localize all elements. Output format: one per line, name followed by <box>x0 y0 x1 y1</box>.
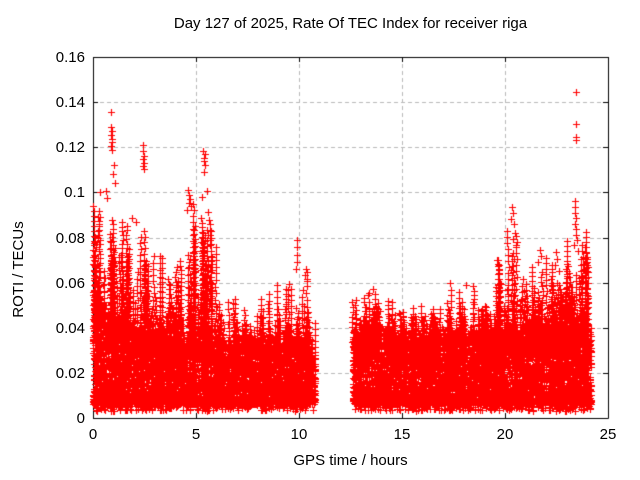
y-tick-label-0.12: 0.12 <box>55 139 85 157</box>
y-tick-label-0.02: 0.02 <box>55 364 85 382</box>
y-tick-label-0: 0 <box>76 410 85 427</box>
y-tick-label-0.16: 0.16 <box>55 49 85 66</box>
y-axis-label: ROTI / TECUs <box>10 221 27 318</box>
x-tick-label-25: 25 <box>599 426 617 443</box>
x-tick-label-0: 0 <box>88 426 98 443</box>
y-tick-label-0.04: 0.04 <box>55 319 85 337</box>
x-axis-label: GPS time / hours <box>293 452 408 469</box>
chart-title: Day 127 of 2025, Rate Of TEC Index for r… <box>173 15 528 32</box>
x-tick-label-10: 10 <box>290 426 308 443</box>
x-tick-label-20: 20 <box>496 426 514 443</box>
x-tick-label-15: 15 <box>393 426 411 443</box>
y-tick-label-0.06: 0.06 <box>55 274 85 292</box>
x-tick-label-5: 5 <box>191 426 201 443</box>
y-tick-label-0.08: 0.08 <box>55 229 85 247</box>
y-tick-label-0.14: 0.14 <box>55 94 85 112</box>
y-tick-label-0.1: 0.1 <box>64 184 85 202</box>
